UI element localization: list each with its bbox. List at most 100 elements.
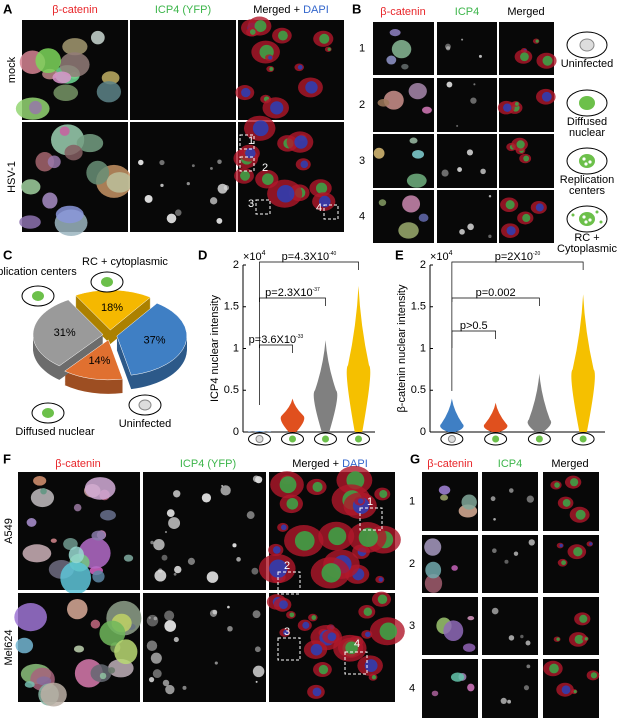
nucleus xyxy=(516,140,525,149)
nucleus xyxy=(297,64,303,70)
title-part: Merged + xyxy=(253,4,303,16)
nucleus xyxy=(249,29,256,35)
icon-nucleus xyxy=(32,291,44,301)
nucleus-dot xyxy=(227,625,233,632)
nucleus-dot xyxy=(146,614,159,627)
nucleus xyxy=(505,200,515,210)
cell xyxy=(21,179,41,195)
violin xyxy=(527,373,552,432)
nucleus xyxy=(279,476,297,494)
icon-dot xyxy=(588,218,592,222)
cell xyxy=(408,83,427,100)
nucleus-dot xyxy=(491,607,499,615)
p-text: p=4.3X10 xyxy=(282,251,329,263)
nucleus-dot xyxy=(168,517,181,530)
micrograph xyxy=(543,597,599,655)
nucleus-dot xyxy=(159,159,165,166)
micrograph xyxy=(130,122,236,232)
nucleus-dot xyxy=(209,609,218,617)
panel-letter: D xyxy=(198,247,207,262)
significance-bracket xyxy=(451,261,584,302)
nucleus-dot xyxy=(152,669,162,679)
column-title: ICP4 xyxy=(455,6,479,18)
icon-dot xyxy=(588,160,592,164)
nucleus xyxy=(327,47,331,51)
pie-value-label: 31% xyxy=(54,327,76,339)
icon-nucleus xyxy=(492,435,500,443)
micrograph xyxy=(143,472,266,590)
column-title: β-catenin xyxy=(380,6,425,18)
nucleus-dot xyxy=(513,551,519,556)
nucleus-dot xyxy=(216,217,223,224)
nucleus-dot xyxy=(523,685,530,691)
nucleus-dot xyxy=(456,124,459,127)
nucleus-dot xyxy=(220,485,231,496)
nucleus xyxy=(379,622,398,640)
cell xyxy=(377,98,390,107)
inset-box xyxy=(239,134,255,150)
y-tick-label: 1 xyxy=(420,342,426,354)
nucleus-dot xyxy=(227,605,230,609)
nucleus-dot xyxy=(441,169,449,177)
row-label: 2 xyxy=(359,99,365,111)
icon-nucleus xyxy=(579,38,595,52)
panel-letter: F xyxy=(3,451,11,466)
cell xyxy=(73,503,82,512)
nucleus-dot xyxy=(150,540,154,545)
cell xyxy=(450,672,465,682)
row-label: 4 xyxy=(409,682,415,694)
pie-category-label: Replication centers xyxy=(0,266,77,278)
inset-number: 3 xyxy=(248,198,254,210)
nucleus-dot xyxy=(488,194,492,198)
nucleus-dot xyxy=(251,567,259,575)
inset-number: 4 xyxy=(354,638,360,650)
inset-box xyxy=(277,571,301,595)
nucleus-dot xyxy=(493,517,496,521)
nucleus xyxy=(579,614,588,623)
nucleus xyxy=(327,632,337,641)
nucleus xyxy=(241,87,251,98)
nucleus-dot xyxy=(526,495,534,503)
violin xyxy=(280,398,305,432)
cell xyxy=(401,63,409,70)
nucleus-dot xyxy=(175,209,182,216)
nucleus xyxy=(262,173,274,185)
nucleus-dot xyxy=(209,197,218,205)
nucleus xyxy=(269,559,288,578)
cell xyxy=(438,485,451,495)
cell xyxy=(50,538,57,543)
inset-number: 3 xyxy=(284,626,290,638)
cell xyxy=(59,126,70,136)
cell xyxy=(409,137,418,144)
cell xyxy=(90,30,105,45)
nucleus xyxy=(300,160,309,169)
axis-multiplier: ×104 xyxy=(430,250,453,263)
cell xyxy=(373,147,385,159)
row-label: A549 xyxy=(3,518,15,544)
cell xyxy=(99,620,126,646)
icon-nucleus xyxy=(579,96,595,110)
nucleus-dot xyxy=(144,194,153,203)
significance-bracket xyxy=(451,297,540,348)
cell xyxy=(60,561,92,595)
icon-nucleus xyxy=(535,435,543,443)
violin xyxy=(483,402,508,432)
icon-nucleus xyxy=(255,435,264,443)
column-title: β-catenin xyxy=(427,458,472,470)
legend-text: Cytoplasmic xyxy=(557,243,617,255)
violin xyxy=(247,431,272,432)
column-title: Merged xyxy=(507,6,544,18)
significance-bracket xyxy=(259,344,293,405)
p-exp: -40 xyxy=(329,251,336,257)
cell xyxy=(30,488,55,508)
nucleus xyxy=(319,33,330,44)
icon-dot xyxy=(582,215,586,219)
nucleus-dot xyxy=(165,684,175,695)
cell xyxy=(467,615,475,621)
legend-text: Replication xyxy=(560,174,614,186)
nucleus-dot xyxy=(164,530,168,534)
cell xyxy=(462,643,476,652)
nucleus-dot xyxy=(255,476,263,484)
cell xyxy=(424,538,442,556)
